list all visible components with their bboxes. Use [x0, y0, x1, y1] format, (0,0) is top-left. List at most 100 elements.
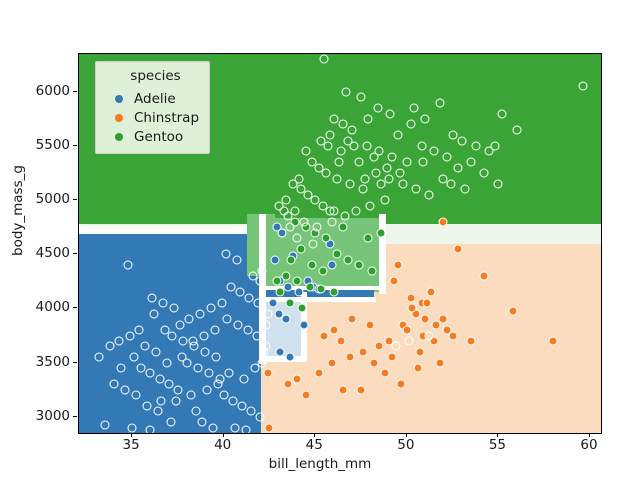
data-point [413, 363, 423, 373]
data-point [147, 293, 157, 303]
x-tick-label: 60 [580, 437, 598, 453]
x-tick-label: 45 [305, 437, 323, 453]
data-point [153, 406, 163, 416]
legend-item-adelie[interactable]: Adelie [106, 89, 199, 108]
data-point [329, 114, 339, 124]
data-point [228, 396, 238, 405]
data-point [125, 331, 135, 341]
data-point [374, 146, 384, 156]
data-point [255, 276, 265, 286]
data-point [384, 174, 394, 184]
region-adelie-strip [264, 289, 374, 298]
legend-item-gentoo[interactable]: Gentoo [106, 127, 199, 146]
y-tick-mark [73, 253, 77, 255]
data-point [479, 271, 489, 281]
data-point [281, 195, 291, 205]
data-point [318, 266, 328, 276]
data-point [578, 81, 588, 91]
y-tick-mark [73, 199, 77, 201]
data-point [349, 141, 359, 151]
data-point [484, 146, 494, 156]
data-point [325, 130, 335, 140]
data-point [385, 109, 395, 119]
data-point [235, 287, 245, 297]
data-point [285, 298, 295, 308]
data-point [321, 168, 331, 178]
region-adelie-dark-top-gap [79, 226, 259, 234]
x-tick-mark [405, 433, 407, 437]
data-point [312, 222, 322, 232]
data-point [374, 341, 384, 351]
data-point [369, 152, 379, 162]
data-point [155, 374, 165, 384]
y-tick-label: 3000 [35, 407, 70, 424]
data-point [347, 125, 357, 135]
data-point [290, 217, 300, 227]
data-point [193, 363, 203, 373]
data-point [406, 293, 416, 303]
y-tick-mark [73, 361, 77, 363]
data-point [363, 114, 373, 124]
data-point [274, 309, 284, 319]
data-point [239, 374, 249, 384]
data-point [336, 146, 346, 156]
x-axis-label: bill_length_mm [268, 456, 372, 472]
data-point [387, 352, 397, 362]
data-point [257, 266, 267, 276]
y-tick-mark [73, 307, 77, 309]
legend-marker-icon [115, 113, 123, 122]
data-point [261, 320, 271, 330]
data-point [156, 396, 166, 405]
data-point [453, 163, 463, 173]
region-separator-bottom [259, 356, 307, 362]
data-point [323, 141, 333, 151]
data-point [497, 109, 507, 119]
data-point [341, 87, 351, 97]
x-tick-mark [314, 433, 316, 437]
data-point [365, 320, 375, 330]
data-point [314, 368, 324, 378]
x-tick-label: 55 [488, 437, 507, 453]
data-point [281, 314, 291, 324]
data-point [365, 201, 375, 211]
legend-item-chinstrap[interactable]: Chinstrap [106, 108, 199, 127]
data-point [327, 217, 337, 227]
data-point [448, 331, 458, 341]
data-point [246, 406, 256, 416]
data-point [358, 347, 368, 357]
y-tick-label: 6000 [35, 82, 70, 99]
legend[interactable]: species Adelie Chinstrap Gentoo [95, 61, 211, 154]
data-point [438, 314, 448, 324]
data-point [285, 222, 295, 232]
data-point [332, 174, 342, 184]
legend-item-label: Chinstrap [134, 109, 200, 126]
y-tick-label: 5500 [35, 137, 70, 154]
x-tick-label: 50 [397, 437, 415, 453]
data-point [253, 298, 263, 308]
data-point [415, 347, 425, 357]
data-point [329, 287, 339, 297]
data-point [376, 179, 386, 189]
data-point [184, 314, 194, 324]
data-point [250, 363, 260, 373]
plot-area: species Adelie Chinstrap Gentoo [78, 53, 602, 434]
legend-marker-icon [115, 94, 123, 103]
data-point [354, 157, 364, 167]
data-point [290, 206, 300, 216]
y-tick-label: 4000 [35, 299, 70, 316]
data-point [94, 352, 104, 362]
data-point [303, 190, 313, 200]
data-point [158, 298, 168, 308]
data-point [283, 379, 293, 389]
data-point [321, 233, 331, 243]
y-tick-label: 3500 [35, 353, 70, 370]
x-tick-mark [589, 433, 590, 437]
data-point [466, 157, 476, 167]
data-point [191, 406, 201, 416]
data-point [199, 331, 209, 341]
data-point [418, 157, 428, 167]
data-point [356, 385, 366, 395]
data-point [294, 174, 304, 184]
data-point [460, 184, 470, 194]
data-point [204, 368, 214, 378]
